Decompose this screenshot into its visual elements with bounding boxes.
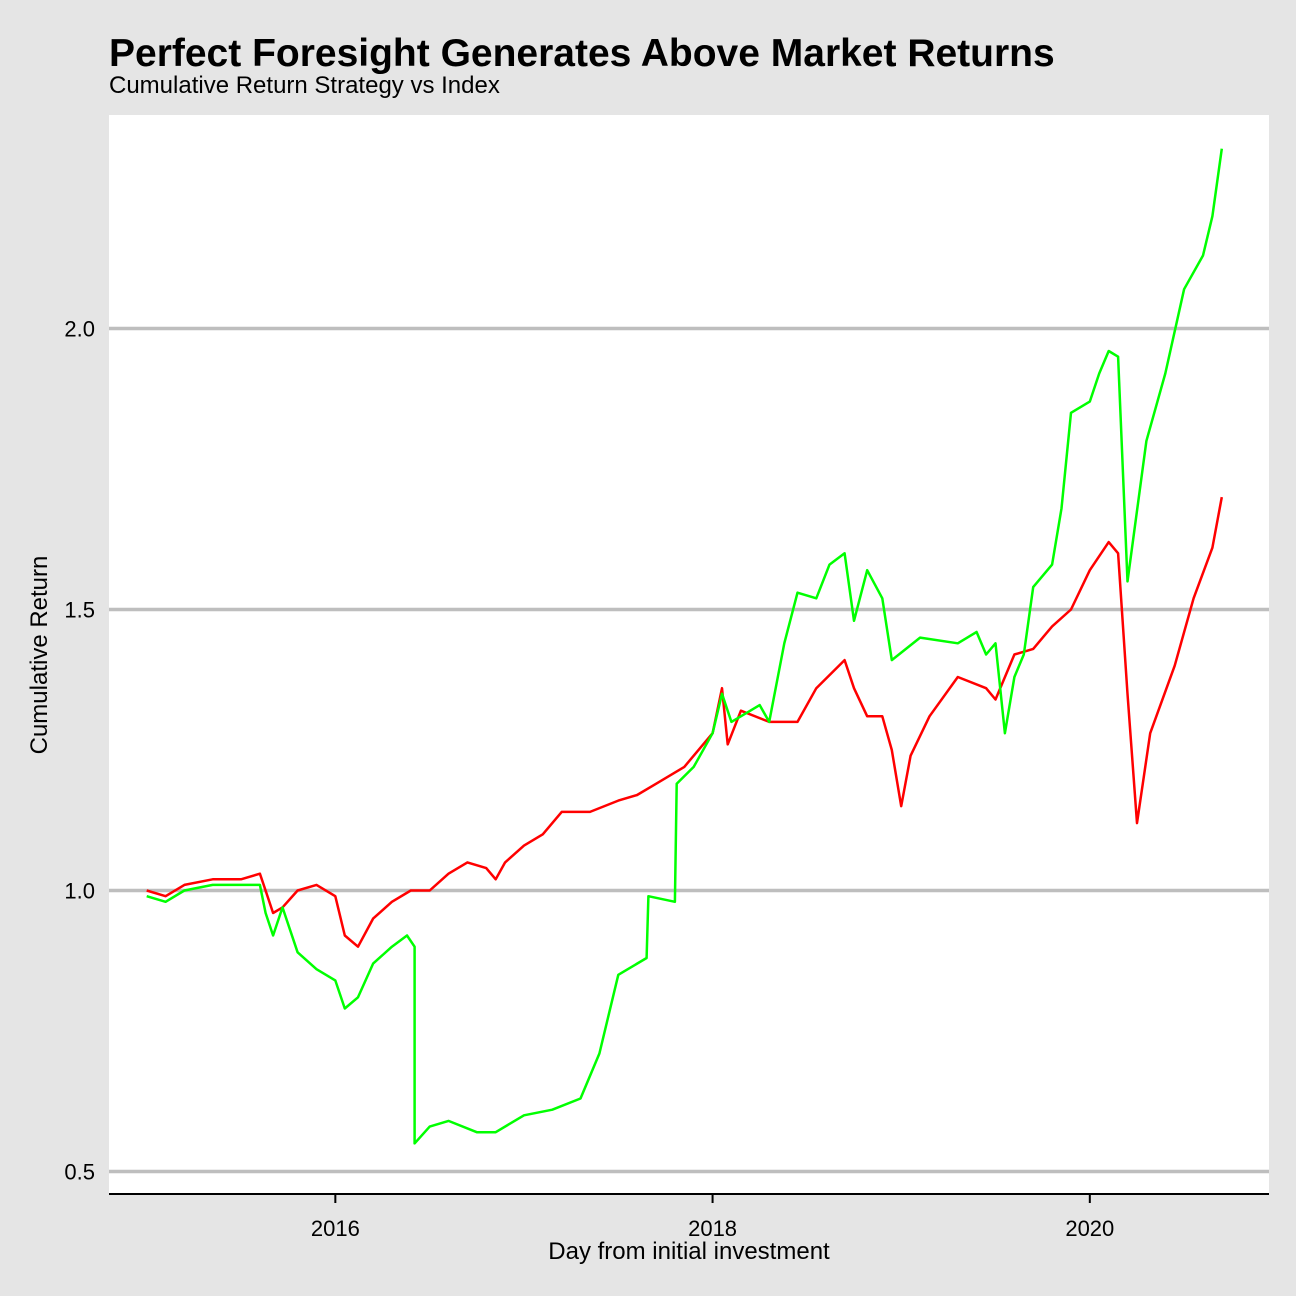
gridlines	[109, 326, 1269, 1174]
series-line-1	[146, 148, 1224, 1145]
y-tick-label: 0.5	[64, 1160, 95, 1185]
chart-subtitle: Cumulative Return Strategy vs Index	[109, 72, 500, 99]
x-ticks: 2016 2018 2020	[311, 1194, 1114, 1241]
y-tick-label: 1.5	[64, 598, 95, 623]
plot-panel	[109, 115, 1269, 1194]
series-layer	[146, 148, 1224, 1145]
y-ticks: 0.5 1.0 1.5 2.0	[64, 317, 95, 1185]
chart-title: Perfect Foresight Generates Above Market…	[109, 32, 1055, 75]
x-axis-label: Day from initial investment	[548, 1238, 830, 1265]
x-tick-label: 2018	[688, 1216, 737, 1241]
x-tick-label: 2016	[311, 1216, 360, 1241]
y-tick-label: 2.0	[64, 317, 95, 342]
x-tick-label: 2020	[1065, 1216, 1114, 1241]
y-tick-label: 1.0	[64, 879, 95, 904]
